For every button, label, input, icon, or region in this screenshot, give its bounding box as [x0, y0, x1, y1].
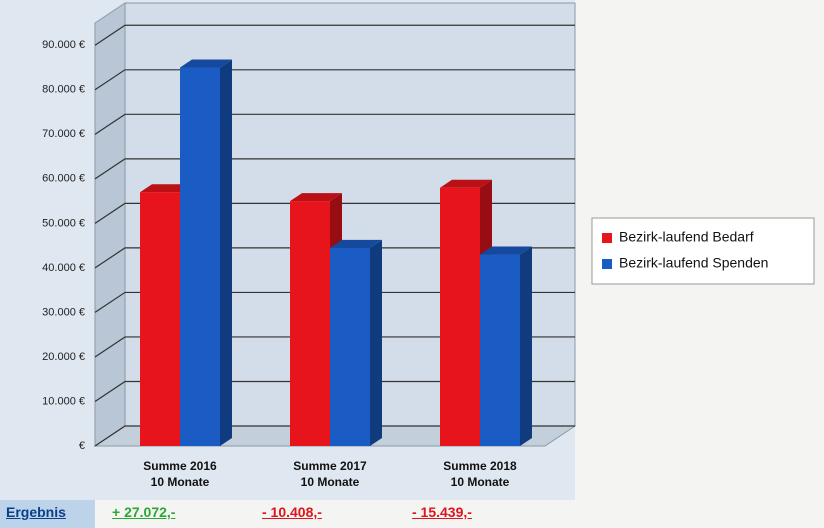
grid-line [94, 336, 575, 358]
y-tick-label: 20.000 € [42, 351, 85, 363]
bar-top [140, 184, 192, 193]
bar-top [330, 239, 382, 248]
bar [180, 59, 232, 447]
bar-side [370, 239, 382, 446]
bar-top [290, 193, 342, 202]
bar-front [140, 192, 180, 446]
bar-top [180, 59, 232, 68]
grid-line [94, 425, 575, 447]
grid-line [94, 247, 575, 269]
grid-line [94, 24, 575, 46]
legend-box [591, 217, 815, 285]
y-tick-label: 50.000 € [42, 217, 85, 229]
grid-line [94, 291, 575, 313]
grid-line [94, 202, 575, 224]
legend-swatch [602, 259, 612, 269]
bar-top [480, 246, 532, 255]
side-wall [94, 2, 126, 447]
grid-line [94, 113, 575, 135]
bar-front [480, 254, 520, 446]
bar [480, 246, 532, 446]
grid-line [94, 69, 575, 91]
y-tick-label: 10.000 € [42, 395, 85, 407]
y-tick-label: 60.000 € [42, 173, 85, 185]
legend-label: Bezirk-laufend Spenden [619, 255, 768, 271]
result-band [0, 500, 95, 528]
y-tick-label: 70.000 € [42, 128, 85, 140]
bar-front [180, 67, 220, 447]
grid-line [94, 380, 575, 402]
bar [330, 239, 382, 446]
x-tick-label: Summe 2017 10 Monate [293, 459, 367, 489]
y-tick-label: 30.000 € [42, 306, 85, 318]
y-tick-label: € [79, 440, 85, 452]
bar-top [440, 179, 492, 188]
bar-side [220, 59, 232, 447]
legend-swatch [602, 233, 612, 243]
result-value: + 27.072,- [112, 504, 176, 520]
bar-front [290, 201, 330, 446]
x-tick-label: Summe 2016 10 Monate [143, 459, 217, 489]
bar-front [330, 247, 370, 446]
result-value: - 15.439,- [412, 504, 472, 520]
legend-label: Bezirk-laufend Bedarf [619, 229, 754, 245]
bar-front [440, 187, 480, 446]
y-tick-label: 80.000 € [42, 84, 85, 96]
y-tick-label: 40.000 € [42, 262, 85, 274]
x-tick-label: Summe 2018 10 Monate [443, 459, 517, 489]
bar-side [520, 246, 532, 446]
result-label: Ergebnis [6, 504, 66, 520]
grid-line [94, 158, 575, 180]
y-tick-label: 90.000 € [42, 39, 85, 51]
result-value: - 10.408,- [262, 504, 322, 520]
